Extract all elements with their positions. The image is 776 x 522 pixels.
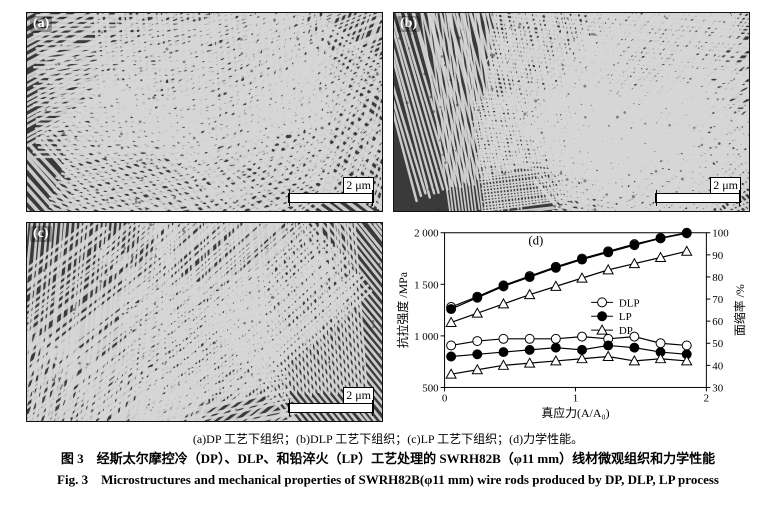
svg-text:面缩率 /%: 面缩率 /% bbox=[733, 284, 747, 336]
micrograph-c bbox=[27, 223, 382, 421]
svg-text:50: 50 bbox=[712, 338, 723, 350]
svg-text:真应力(A/A₀): 真应力(A/A₀) bbox=[541, 406, 609, 420]
chart-d: 500 1 000 1 500 2 000 30 40 50 60 70 80 90 100 0 1 2 真应… bbox=[393, 222, 750, 422]
caption-en: Fig. 3 Microstructures and mechanical pr… bbox=[26, 470, 750, 491]
caption-cn: 图 3 经斯太尔摩控冷（DP）、DLP、和铅淬火（LP）工艺处理的 SWRH82… bbox=[26, 449, 750, 470]
svg-text:LP: LP bbox=[619, 311, 632, 323]
caption-sub: (a)DP 工艺下组织；(b)DLP 工艺下组织；(c)LP 工艺下组织；(d)… bbox=[26, 430, 750, 449]
micrograph-b bbox=[394, 13, 749, 211]
svg-text:抗拉强度 /MPa: 抗拉强度 /MPa bbox=[396, 271, 410, 348]
svg-text:100: 100 bbox=[712, 228, 729, 240]
panel-grid: (a) 2 μm (b) 2 μm (c) 2 μm bbox=[26, 12, 750, 422]
panel-b: (b) 2 μm bbox=[393, 12, 750, 212]
svg-text:DLP: DLP bbox=[619, 297, 640, 309]
figure-caption: (a)DP 工艺下组织；(b)DLP 工艺下组织；(c)LP 工艺下组织；(d)… bbox=[26, 430, 750, 491]
svg-text:2: 2 bbox=[704, 392, 709, 404]
svg-text:90: 90 bbox=[712, 250, 723, 262]
svg-text:0: 0 bbox=[442, 392, 448, 404]
svg-text:2 000: 2 000 bbox=[414, 228, 439, 240]
svg-text:1 500: 1 500 bbox=[414, 279, 439, 291]
svg-text:1: 1 bbox=[573, 392, 578, 404]
svg-text:80: 80 bbox=[712, 272, 723, 284]
svg-text:1 000: 1 000 bbox=[414, 331, 439, 343]
figure-container: (a) 2 μm (b) 2 μm (c) 2 μm bbox=[0, 0, 776, 522]
panel-c: (c) 2 μm bbox=[26, 222, 383, 422]
svg-text:30: 30 bbox=[712, 382, 723, 394]
panel-d: 500 1 000 1 500 2 000 30 40 50 60 70 80 90 100 0 1 2 真应… bbox=[393, 222, 750, 422]
svg-text:(d): (d) bbox=[528, 234, 543, 248]
svg-text:70: 70 bbox=[712, 294, 723, 306]
svg-text:DP: DP bbox=[619, 325, 633, 337]
svg-text:40: 40 bbox=[712, 360, 723, 372]
svg-text:60: 60 bbox=[712, 316, 723, 328]
micrograph-a bbox=[27, 13, 382, 211]
svg-text:500: 500 bbox=[422, 382, 439, 394]
panel-a: (a) 2 μm bbox=[26, 12, 383, 212]
